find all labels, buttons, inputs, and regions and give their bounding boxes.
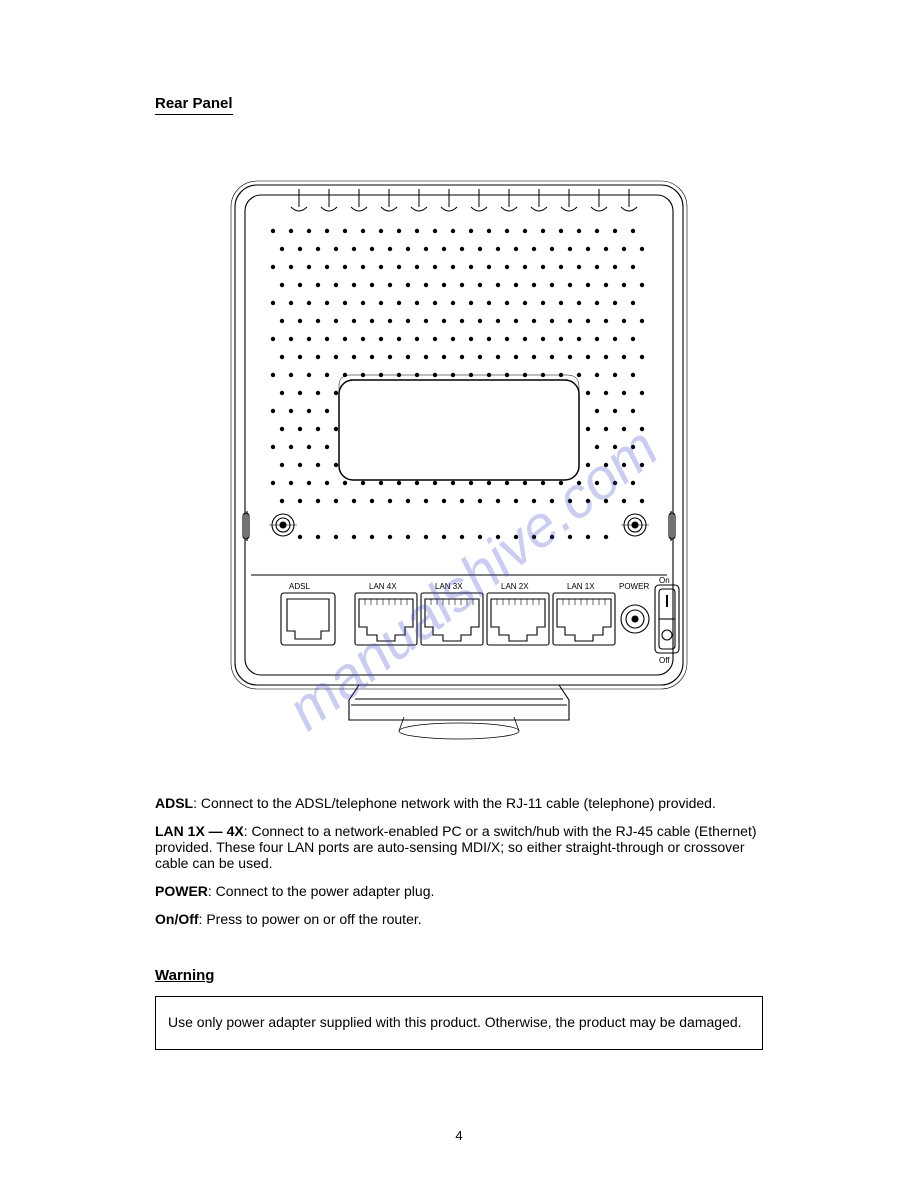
section-title: Rear Panel bbox=[155, 95, 233, 115]
warning-body: Use only power adapter supplied with thi… bbox=[168, 1014, 742, 1030]
warning-box: Use only power adapter supplied with thi… bbox=[155, 996, 763, 1050]
conn-power: POWER: Connect to the power adapter plug… bbox=[155, 883, 763, 899]
port-label-power: POWER bbox=[619, 582, 649, 591]
conn-onoff-label: On/Off bbox=[155, 911, 199, 927]
port-label-adsl: ADSL bbox=[289, 582, 310, 591]
manual-page: Rear Panel bbox=[0, 0, 918, 1188]
conn-onoff: On/Off: Press to power on or off the rou… bbox=[155, 911, 763, 927]
rear-panel-diagram: ADSL LAN 4X LAN 3X LAN 2X LAN 1X POWER O… bbox=[155, 175, 763, 765]
conn-adsl: ADSL: Connect to the ADSL/telephone netw… bbox=[155, 795, 763, 811]
conn-adsl-desc: : Connect to the ADSL/telephone network … bbox=[193, 795, 716, 811]
connections-list: ADSL: Connect to the ADSL/telephone netw… bbox=[155, 795, 763, 927]
conn-adsl-label: ADSL bbox=[155, 795, 193, 811]
warning-heading: Warning bbox=[155, 967, 763, 984]
conn-lan-desc: : Connect to a network-enabled PC or a s… bbox=[155, 823, 757, 871]
port-label-lan4: LAN 4X bbox=[369, 582, 397, 591]
conn-power-desc: : Connect to the power adapter plug. bbox=[208, 883, 434, 899]
switch-label-on: On bbox=[659, 576, 670, 585]
port-label-lan2: LAN 2X bbox=[501, 582, 529, 591]
conn-onoff-desc: : Press to power on or off the router. bbox=[199, 911, 422, 927]
switch-label-off: Off bbox=[659, 656, 670, 665]
page-number: 4 bbox=[155, 1128, 763, 1143]
port-label-lan3: LAN 3X bbox=[435, 582, 463, 591]
conn-power-label: POWER bbox=[155, 883, 208, 899]
router-line-drawing: ADSL LAN 4X LAN 3X LAN 2X LAN 1X POWER O… bbox=[229, 175, 689, 765]
conn-lan: LAN 1X — 4X: Connect to a network-enable… bbox=[155, 823, 763, 871]
port-label-lan1: LAN 1X bbox=[567, 582, 595, 591]
conn-lan-label: LAN 1X — 4X bbox=[155, 823, 244, 839]
